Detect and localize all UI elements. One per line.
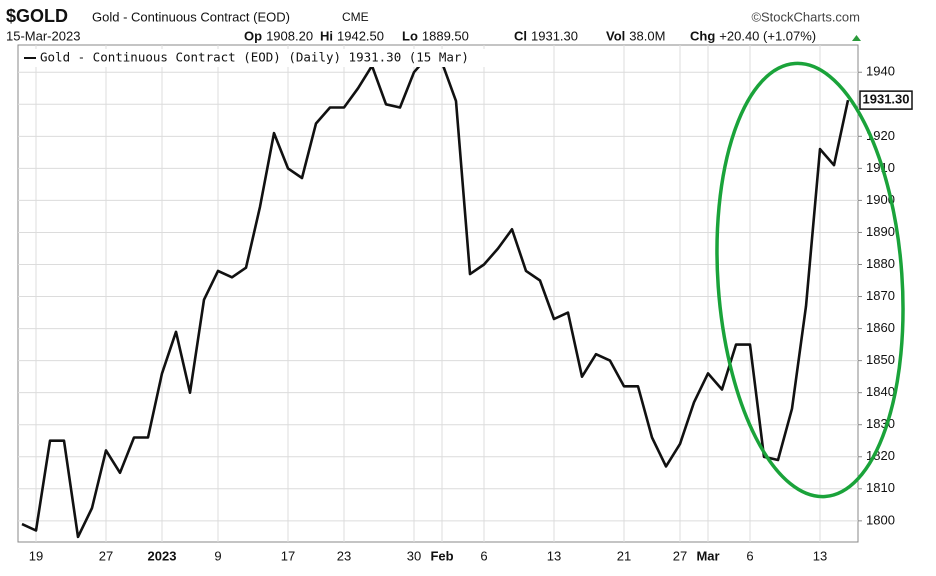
stat-value: +20.40 (+1.07%) — [719, 28, 816, 43]
y-tick-label: 1880 — [866, 256, 895, 271]
y-tick-label: 1870 — [866, 288, 895, 303]
y-tick-label: 1840 — [866, 384, 895, 399]
stat-label: Hi — [320, 28, 333, 43]
last-value-box — [859, 90, 913, 110]
legend-label: Gold - Continuous Contract (EOD) (Daily)… — [40, 50, 469, 65]
up-arrow — [852, 35, 861, 41]
y-tick-label: 1890 — [866, 224, 895, 239]
y-tick-label: 1940 — [866, 64, 895, 79]
y-tick-label: 1900 — [866, 192, 895, 207]
chart-title: $GOLD — [6, 6, 68, 26]
stat-label: Lo — [402, 28, 418, 43]
credit: ©StockCharts.com — [751, 9, 860, 24]
date: 15-Mar-2023 — [6, 28, 80, 43]
plot-frame — [17, 44, 859, 543]
x-tick-label: 23 — [337, 548, 351, 563]
y-tick-label: 1810 — [866, 480, 895, 495]
y-tick-label: 1850 — [866, 352, 895, 367]
x-tick-label: 2023 — [148, 548, 177, 563]
stats: Op 1908.20 Hi 1942.50 Lo 1889.50 Cl 1931.30 Vol 3… — [244, 28, 816, 43]
exchange: CME — [342, 10, 369, 24]
x-tick-label: 27 — [99, 548, 113, 563]
x-tick-label: 21 — [617, 548, 631, 563]
stat-label: Vol — [606, 28, 625, 43]
stat-value: 1889.50 — [422, 28, 469, 43]
x-tick-label: 9 — [214, 548, 221, 563]
x-tick-label: 6 — [746, 548, 753, 563]
stat-value: 38.0M — [629, 28, 665, 43]
highlight-ellipse — [715, 61, 905, 499]
last-value-label: 1931.30 — [863, 92, 910, 107]
stat-label: Cl — [514, 28, 527, 43]
x-tick-label: Feb — [430, 548, 453, 563]
y-tick-label: 1800 — [866, 512, 895, 527]
x-tick-label: 13 — [547, 548, 561, 563]
x-tick-label: 19 — [29, 548, 43, 563]
legend-bg — [20, 49, 540, 67]
x-tick-label: 17 — [281, 548, 295, 563]
stat-value: 1931.30 — [531, 28, 578, 43]
chart-subtitle: Gold - Continuous Contract (EOD) — [92, 9, 290, 24]
stat-value: 1942.50 — [337, 28, 384, 43]
x-tick-label: 13 — [813, 548, 827, 563]
x-tick-label: 27 — [673, 548, 687, 563]
stat-value: 1908.20 — [266, 28, 313, 43]
x-tick-label: 30 — [407, 548, 421, 563]
stat-label: Op — [244, 28, 262, 43]
x-tick-label: 6 — [480, 548, 487, 563]
stat-label: Chg — [690, 28, 715, 43]
y-tick-label: 1860 — [866, 320, 895, 335]
x-tick-label: Mar — [696, 548, 719, 563]
